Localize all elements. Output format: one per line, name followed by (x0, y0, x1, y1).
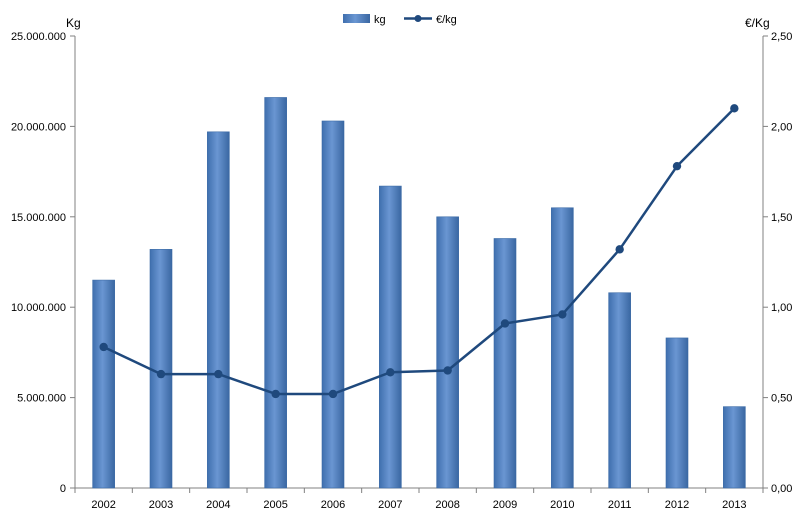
x-tick-label: 2007 (378, 499, 402, 511)
line-series-price (99, 104, 739, 399)
bar-kg-2009 (493, 238, 517, 489)
legend-swatch-price-marker (414, 15, 422, 22)
left-tick-label: 20.000.000 (11, 121, 66, 133)
left-tick-label: 5.000.000 (17, 393, 66, 405)
right-tick-label: 1,50 (771, 212, 792, 224)
bar-kg-2010 (551, 207, 574, 489)
x-tick-label: 2002 (91, 499, 115, 511)
right-tick-label: 0,50 (771, 393, 792, 405)
bar-kg-2008 (436, 216, 459, 489)
x-tick-label: 2004 (206, 499, 230, 511)
price-point-2008 (443, 366, 452, 375)
left-tick-label: 0 (60, 483, 66, 495)
right-tick-label: 0,00 (771, 483, 792, 495)
price-point-2004 (214, 369, 223, 379)
legend-label-kg: kg (374, 14, 386, 26)
price-point-2012 (672, 161, 682, 171)
bar-kg-2004 (207, 131, 230, 489)
bar-kg-2003 (149, 249, 173, 489)
legend-label-price: €/kg (436, 14, 457, 26)
right-axis-ticks: 0,00 0,50 1,00 1,50 2,00 2,50 (763, 31, 792, 495)
bar-kg-2002 (92, 279, 115, 489)
price-point-2007 (386, 368, 395, 377)
price-point-2005 (271, 389, 280, 399)
price-point-2011 (615, 245, 624, 254)
price-point-2013 (730, 104, 739, 113)
left-axis-ticks: 0 5.000.000 10.000.000 15.000.000 20.000.000… (11, 31, 75, 495)
left-tick-label: 25.000.000 (11, 31, 66, 43)
left-tick-label: 15.000.000 (11, 212, 66, 224)
right-tick-label: 1,00 (771, 302, 792, 314)
left-axis-unit: Kg (66, 16, 81, 30)
right-tick-label: 2,00 (771, 121, 792, 133)
price-point-2006 (328, 389, 338, 399)
price-point-2003 (156, 369, 166, 379)
bar-kg-2011 (608, 292, 631, 489)
bar-series-kg (92, 97, 746, 489)
bar-kg-2007 (379, 185, 402, 489)
legend-swatch-kg (343, 14, 370, 23)
right-tick-label: 2,50 (771, 31, 792, 43)
price-point-2009 (500, 319, 510, 328)
x-tick-label: 2006 (321, 499, 345, 511)
x-tick-label: 2011 (608, 499, 632, 511)
bar-kg-2013 (723, 406, 746, 489)
bar-kg-2012 (665, 337, 689, 489)
x-tick-label: 2013 (722, 499, 746, 511)
bar-kg-2006 (321, 120, 345, 489)
left-tick-label: 10.000.000 (11, 302, 66, 314)
bar-kg-2005 (264, 97, 287, 489)
x-tick-label: 2008 (435, 499, 459, 511)
price-line-path (103, 107, 736, 396)
x-tick-label: 2005 (263, 499, 287, 511)
legend: kg €/kg (343, 14, 457, 26)
price-point-2010 (558, 310, 567, 319)
x-tick-label: 2003 (149, 499, 173, 511)
x-tick-label: 2009 (493, 499, 517, 511)
x-tick-label: 2012 (665, 499, 689, 511)
x-tick-label: 2010 (550, 499, 574, 511)
x-axis-ticks: 2002 2003 2004 2005 2006 2007 2008 2009 2010 2011… (74, 488, 764, 511)
price-point-2002 (99, 342, 108, 352)
right-axis-unit: €/Kg (745, 16, 770, 30)
